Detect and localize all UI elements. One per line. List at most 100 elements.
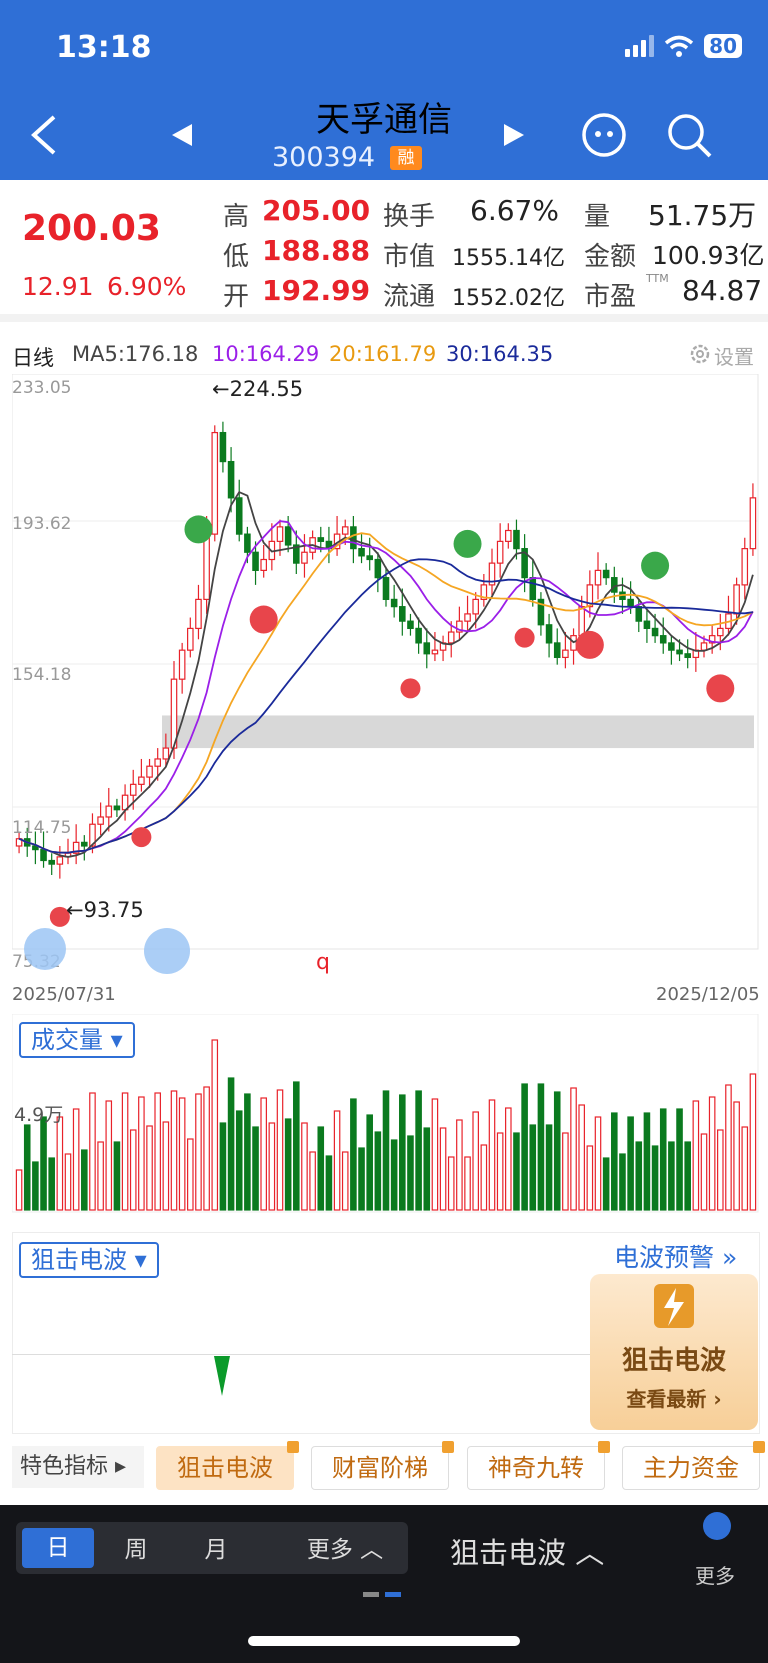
period-day[interactable]: 日: [22, 1528, 94, 1568]
volume-bar-88: [733, 1101, 740, 1211]
volume-bar-11: [105, 1100, 113, 1211]
mktcap-value: 1555.14亿: [452, 246, 565, 271]
candle-body-17: [154, 758, 161, 767]
volume-bar-58: [488, 1099, 496, 1211]
candle-body-73: [611, 577, 618, 593]
search-icon[interactable]: [666, 112, 714, 160]
volume-bar-48: [407, 1135, 414, 1211]
amount-label: 金额: [584, 242, 637, 272]
lock-icon: [753, 1441, 765, 1453]
indicator-switch[interactable]: 狙击电波 ︿: [450, 1536, 605, 1570]
stray-char: q: [316, 950, 330, 975]
signal-marker-6: [641, 551, 670, 580]
candle-body-20: [178, 649, 186, 680]
last-price: 200.03: [22, 208, 161, 249]
volume-bar-78: [651, 1145, 659, 1211]
feature-indicator-text: 特色指标: [20, 1454, 109, 1479]
low-label: 低: [223, 242, 250, 272]
volume-bar-1: [23, 1124, 31, 1211]
chart-frame: [12, 374, 759, 950]
volume-bar-77: [643, 1112, 651, 1211]
period-month[interactable]: 月: [204, 1537, 228, 1563]
volume-bar-59: [496, 1132, 504, 1211]
volume-selector[interactable]: 成交量 ▾: [19, 1022, 135, 1058]
volume-bar-51: [431, 1098, 439, 1211]
candle-body-2: [32, 845, 39, 851]
volume-axis-label: 4.9万: [14, 1104, 64, 1126]
more-menu-label[interactable]: 更多: [695, 1564, 735, 1588]
more-menu-icon[interactable]: [703, 1512, 731, 1540]
candle-body-41: [350, 526, 357, 550]
y-label-2: 154.18: [12, 665, 72, 685]
settings-button[interactable]: 设置: [714, 345, 754, 369]
candle-body-71: [594, 569, 602, 586]
candle-body-50: [423, 642, 431, 655]
mktcap-label: 市值: [383, 242, 436, 272]
candle-body-67: [562, 649, 569, 659]
kline-chart[interactable]: [12, 374, 760, 979]
volume-bar-53: [447, 1156, 455, 1211]
prev-stock-icon[interactable]: [172, 124, 192, 146]
volume-bar-42: [358, 1147, 365, 1211]
wave-promo-card[interactable]: 狙击电波 查看最新 ›: [590, 1274, 758, 1430]
period-more-label: 更多: [306, 1537, 353, 1563]
ma5-line: [18, 490, 754, 858]
volume-bar-41: [350, 1098, 357, 1211]
candle-body-48: [407, 620, 414, 630]
volume-bar-62: [521, 1083, 528, 1211]
candle-body-15: [138, 776, 145, 785]
volume-bar-17: [154, 1092, 161, 1211]
volume-bar-31: [268, 1122, 276, 1211]
period-more[interactable]: 更多 ︿: [306, 1537, 384, 1563]
candle-body-44: [374, 558, 382, 579]
wave-alert-link[interactable]: 电波预警 »: [614, 1243, 738, 1272]
ma10-line: [18, 520, 754, 854]
candle-body-90: [749, 497, 757, 550]
volume-bar-54: [456, 1119, 463, 1211]
volume-bar-43: [366, 1114, 373, 1211]
candle-body-32: [276, 526, 284, 542]
candle-body-10: [97, 816, 104, 825]
chat-robot-icon[interactable]: [581, 112, 627, 158]
wave-selector[interactable]: 狙击电波 ▾: [19, 1242, 159, 1278]
candle-body-12: [113, 805, 121, 811]
volume-bar-64: [537, 1083, 545, 1211]
tab-wealth-ladder[interactable]: 财富阶梯: [311, 1441, 454, 1490]
volume-bar-71: [594, 1116, 602, 1211]
tab-sniper-wave[interactable]: 狙击电波: [156, 1441, 299, 1490]
tab-magic-nine[interactable]: 神奇九转: [467, 1441, 610, 1490]
fullscreen-icon[interactable]: [144, 928, 190, 974]
expand-left-icon[interactable]: [24, 928, 66, 970]
signal-marker-9: [706, 674, 735, 703]
volume-bar-15: [138, 1096, 145, 1211]
candle-body-46: [390, 598, 398, 608]
candle-body-27: [235, 497, 243, 535]
volume-bar-34: [293, 1081, 300, 1211]
volume-bar-90: [749, 1073, 757, 1211]
volume-bar-47: [399, 1094, 406, 1211]
volume-bar-8: [81, 1149, 88, 1211]
volume-bar-69: [578, 1104, 585, 1211]
candle-body-11: [105, 805, 113, 818]
next-stock-icon[interactable]: [504, 124, 524, 146]
volume-bar-60: [505, 1107, 512, 1211]
turnover-label: 换手: [383, 202, 436, 232]
tab-main-capital[interactable]: 主力资金: [622, 1441, 765, 1490]
volume-bar-82: [684, 1141, 691, 1211]
volume-bar-28: [244, 1093, 251, 1211]
volume-bar-86: [717, 1129, 724, 1211]
price-change-pct: 6.90%: [107, 272, 187, 301]
status-time: 13:18: [56, 30, 152, 65]
back-icon[interactable]: [28, 113, 58, 157]
period-week[interactable]: 周: [124, 1537, 148, 1563]
home-indicator: [248, 1636, 520, 1646]
candle-body-29: [252, 551, 259, 571]
volume-bar-46: [390, 1139, 398, 1211]
margin-badge: 融: [390, 146, 422, 170]
volume-bar-39: [333, 1110, 341, 1211]
pe-ttm-sup: TTM: [646, 272, 669, 285]
candle-body-70: [586, 584, 594, 608]
volume-bar-81: [676, 1108, 683, 1211]
gear-icon[interactable]: [688, 342, 712, 366]
candle-body-35: [301, 551, 308, 564]
